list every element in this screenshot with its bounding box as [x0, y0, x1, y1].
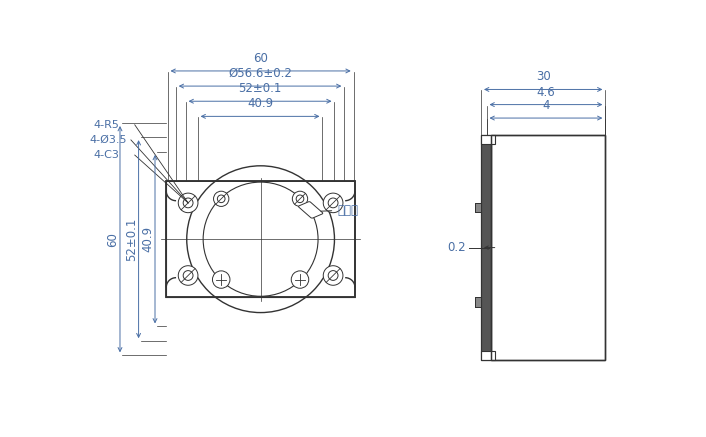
- Ellipse shape: [213, 191, 229, 206]
- Text: 出线口: 出线口: [337, 204, 358, 217]
- Bar: [481, 135, 491, 361]
- Ellipse shape: [292, 191, 308, 206]
- Bar: [491, 135, 605, 361]
- Bar: [491, 135, 605, 361]
- Bar: [481, 351, 496, 361]
- Ellipse shape: [323, 193, 343, 213]
- Bar: [474, 202, 481, 212]
- Text: 52±0.1: 52±0.1: [125, 218, 138, 261]
- Text: Ø56.6±0.2: Ø56.6±0.2: [228, 67, 292, 80]
- Bar: [474, 202, 481, 212]
- Ellipse shape: [292, 271, 309, 288]
- Text: 40.9: 40.9: [247, 97, 273, 110]
- Text: 4-C3: 4-C3: [94, 150, 119, 160]
- Text: 40.9: 40.9: [141, 226, 155, 252]
- Ellipse shape: [213, 271, 230, 288]
- Bar: [481, 135, 491, 361]
- Ellipse shape: [178, 266, 198, 285]
- FancyBboxPatch shape: [299, 201, 323, 218]
- Ellipse shape: [323, 266, 343, 285]
- Bar: [474, 297, 481, 307]
- Bar: [481, 135, 496, 144]
- Text: 4-Ø3.5: 4-Ø3.5: [90, 135, 127, 145]
- Bar: [166, 181, 355, 297]
- Ellipse shape: [178, 193, 198, 213]
- Text: 52±0.1: 52±0.1: [239, 82, 282, 95]
- Bar: [474, 297, 481, 307]
- Text: 30: 30: [536, 70, 551, 83]
- Text: 60: 60: [253, 52, 268, 65]
- Text: 4-R5: 4-R5: [94, 120, 119, 130]
- Text: 4.6: 4.6: [537, 86, 556, 98]
- Text: 60: 60: [107, 232, 119, 246]
- Text: 4: 4: [542, 99, 550, 112]
- Text: 0.2: 0.2: [447, 241, 466, 254]
